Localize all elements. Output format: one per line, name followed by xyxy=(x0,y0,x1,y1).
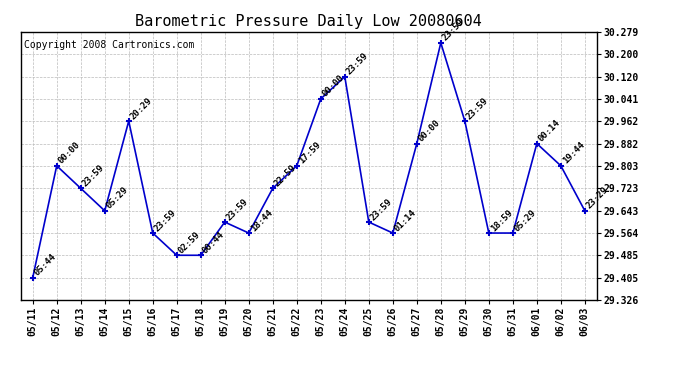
Text: 20:29: 20:29 xyxy=(129,96,154,121)
Text: 01:14: 01:14 xyxy=(393,208,418,233)
Text: 00:00: 00:00 xyxy=(321,74,346,99)
Text: 22:59: 22:59 xyxy=(273,163,298,188)
Text: 18:44: 18:44 xyxy=(249,208,274,233)
Text: 05:29: 05:29 xyxy=(513,208,538,233)
Text: 17:59: 17:59 xyxy=(297,140,322,166)
Text: 23:59: 23:59 xyxy=(345,51,370,76)
Text: 23:29: 23:29 xyxy=(585,186,610,211)
Text: 00:44: 00:44 xyxy=(201,230,226,255)
Text: 23:59: 23:59 xyxy=(225,197,250,222)
Text: 19:44: 19:44 xyxy=(561,140,586,166)
Text: 23:59: 23:59 xyxy=(368,197,394,222)
Text: 18:59: 18:59 xyxy=(489,208,514,233)
Text: 23:59: 23:59 xyxy=(81,163,106,188)
Text: 23:59: 23:59 xyxy=(152,208,178,233)
Text: 00:14: 00:14 xyxy=(537,118,562,144)
Text: Copyright 2008 Cartronics.com: Copyright 2008 Cartronics.com xyxy=(23,40,194,50)
Text: 05:29: 05:29 xyxy=(105,186,130,211)
Title: Barometric Pressure Daily Low 20080604: Barometric Pressure Daily Low 20080604 xyxy=(135,14,482,29)
Text: 00:00: 00:00 xyxy=(417,118,442,144)
Text: 05:44: 05:44 xyxy=(32,252,58,278)
Text: 02:59: 02:59 xyxy=(177,230,202,255)
Text: 23:59: 23:59 xyxy=(441,18,466,43)
Text: 00:00: 00:00 xyxy=(57,140,82,166)
Text: 23:59: 23:59 xyxy=(465,96,490,121)
